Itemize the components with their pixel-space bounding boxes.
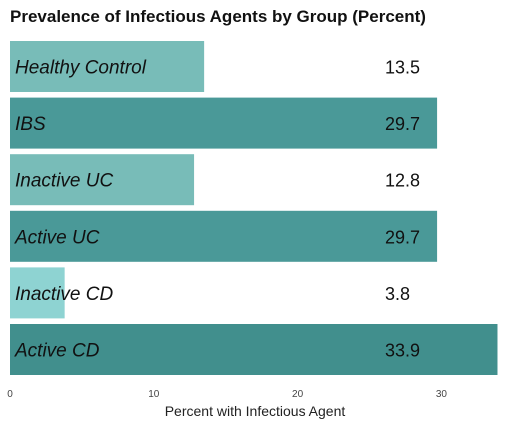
category-label-inactive-uc: Inactive UC — [15, 171, 113, 192]
category-label-ibs: IBS — [15, 114, 46, 135]
bars-layer: Healthy Control 13.5 IBS 29.7 Inactive UC 12.… — [10, 41, 498, 375]
category-label-inactive-cd: Inactive CD — [15, 284, 113, 305]
value-label-inactive-uc: 12.8 — [385, 171, 420, 191]
chart-title: Prevalence of Infectious Agents by Group… — [10, 7, 426, 26]
x-tick-label-20: 20 — [292, 389, 304, 400]
value-label-inactive-cd: 3.8 — [385, 284, 410, 304]
bar-active-uc — [10, 210, 438, 262]
x-tick-label-30: 30 — [436, 389, 448, 400]
category-label-healthy-control: Healthy Control — [15, 58, 147, 79]
bar-ibs — [10, 97, 438, 149]
value-label-active-uc: 29.7 — [385, 227, 420, 247]
x-axis-label: Percent with Infectious Agent — [165, 403, 346, 419]
bar-inactive-cd — [10, 267, 65, 319]
x-tick-label-10: 10 — [148, 389, 160, 400]
x-axis-ticks: 0 10 20 30 — [7, 389, 447, 400]
value-label-active-cd: 33.9 — [385, 341, 420, 361]
value-label-healthy-control: 13.5 — [385, 58, 420, 78]
bar-healthy-control — [10, 41, 205, 92]
value-label-ibs: 29.7 — [385, 114, 420, 134]
category-label-active-uc: Active UC — [14, 227, 100, 248]
category-label-active-cd: Active CD — [14, 341, 100, 362]
x-tick-label-0: 0 — [7, 389, 13, 400]
bar-inactive-uc — [10, 154, 195, 206]
bar-active-cd — [10, 324, 498, 375]
